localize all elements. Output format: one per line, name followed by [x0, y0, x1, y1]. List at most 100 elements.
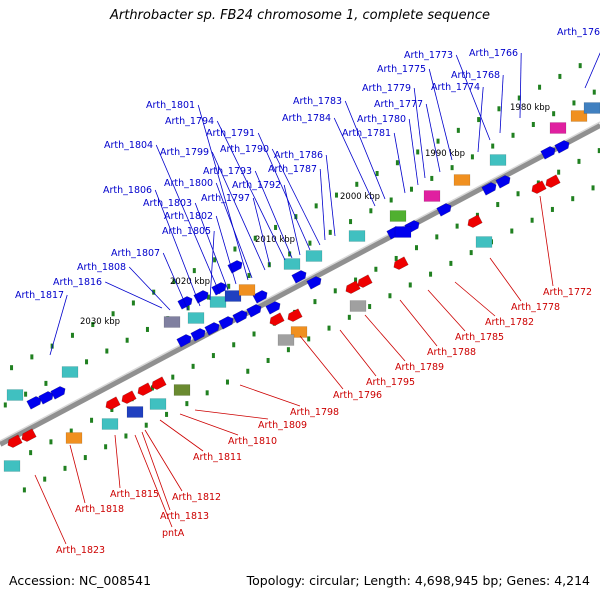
forward-gene-label: Arth_1781: [342, 128, 391, 139]
forward-gene-arrow: [554, 140, 570, 154]
reverse-gene-arrow: [287, 308, 303, 322]
forward-gene-label: Arth_1802: [164, 211, 213, 222]
reverse-gene-block: [173, 384, 191, 396]
reverse-gene-label: pntA: [162, 528, 185, 539]
reverse-label-leader: [134, 434, 173, 528]
reverse-gene-block: [149, 398, 167, 410]
reverse-gene-block: [290, 326, 308, 338]
forward-gene-block: [283, 258, 301, 270]
tick-mark: [347, 314, 351, 320]
tick-mark: [63, 465, 67, 471]
tick-mark: [314, 203, 318, 209]
reverse-gene-block: [101, 418, 119, 430]
forward-label-leader: [413, 87, 426, 179]
tick-mark: [3, 402, 7, 408]
forward-gene-label: Arth_1799: [160, 147, 209, 158]
forward-label-leader: [499, 74, 504, 134]
tick-mark: [388, 293, 392, 299]
forward-gene-label: Arth_1762: [557, 27, 600, 38]
tick-mark: [414, 245, 418, 251]
reverse-gene-label: Arth_1815: [110, 489, 159, 500]
forward-gene-block: [187, 312, 205, 324]
tick-mark: [171, 374, 175, 380]
tick-mark: [557, 169, 561, 175]
forward-gene-label: Arth_1804: [104, 140, 153, 151]
forward-gene-arrow: [540, 146, 556, 160]
reverse-gene-label: Arth_1789: [395, 362, 444, 373]
tick-mark: [470, 154, 474, 160]
forward-gene-label: Arth_1766: [469, 48, 518, 59]
reverse-gene-label: Arth_1795: [366, 377, 415, 388]
tick-mark: [307, 336, 311, 342]
forward-gene-arrow: [246, 304, 262, 318]
reverse-gene-block: [475, 236, 493, 248]
reverse-label-leader: [427, 289, 466, 332]
scale-tick-label: 1990 kbp: [425, 149, 465, 159]
reverse-gene-label: Arth_1772: [543, 287, 592, 298]
tick-mark: [455, 223, 459, 229]
forward-gene-block: [6, 389, 24, 401]
reverse-label-leader: [179, 413, 239, 436]
forward-gene-arrow: [227, 260, 243, 274]
forward-gene-label: Arth_1775: [377, 64, 426, 75]
tick-mark: [246, 368, 250, 374]
tick-mark: [550, 206, 554, 212]
tick-mark: [43, 476, 47, 482]
tick-mark: [558, 73, 562, 79]
tick-mark: [531, 121, 535, 127]
forward-gene-block: [453, 174, 471, 186]
forward-label-leader: [344, 100, 386, 200]
tick-mark: [328, 229, 332, 235]
tick-mark: [30, 354, 34, 360]
forward-gene-block: [570, 110, 588, 122]
tick-mark: [349, 219, 353, 225]
tick-mark: [232, 342, 236, 348]
tick-mark: [213, 257, 217, 263]
tick-mark: [592, 89, 596, 95]
tick-mark: [211, 353, 215, 359]
tick-mark: [91, 322, 95, 328]
tick-mark: [469, 250, 473, 256]
forward-label-leader: [162, 252, 189, 311]
forward-gene-arrow: [495, 175, 511, 189]
tick-mark: [85, 359, 89, 365]
reverse-label-leader: [399, 299, 438, 347]
reverse-gene-arrow: [137, 382, 153, 396]
tick-mark: [24, 391, 28, 397]
forward-gene-label: Arth_1768: [451, 70, 500, 81]
reverse-gene-block: [3, 460, 21, 472]
forward-label-leader: [283, 184, 301, 256]
tick-mark: [355, 181, 359, 187]
tick-mark: [70, 332, 74, 338]
reverse-gene-block: [65, 432, 83, 444]
forward-gene-arrow: [176, 334, 192, 348]
forward-gene-label: Arth_1801: [146, 100, 195, 111]
tick-mark: [111, 311, 115, 317]
genome-summary: Topology: circular; Length: 4,698,945 bp…: [246, 573, 590, 588]
tick-mark: [205, 390, 209, 396]
tick-mark: [409, 186, 413, 192]
reverse-gene-arrow: [393, 256, 409, 270]
forward-gene-block: [61, 366, 79, 378]
forward-gene-label: Arth_1797: [201, 193, 250, 204]
forward-label-leader: [215, 215, 237, 285]
forward-gene-block: [348, 230, 366, 242]
tick-mark: [274, 224, 278, 230]
forward-label-leader: [252, 197, 271, 267]
reverse-gene-arrow: [467, 214, 483, 228]
tick-mark: [477, 117, 481, 123]
reverse-label-leader: [299, 335, 344, 390]
reverse-label-leader: [454, 281, 496, 317]
forward-gene-label: Arth_1791: [206, 128, 255, 139]
tick-mark: [449, 260, 453, 266]
forward-gene-label: Arth_1803: [143, 198, 192, 209]
forward-gene-arrow: [50, 386, 66, 400]
forward-gene-arrow: [265, 301, 281, 315]
forward-gene-label: Arth_1793: [203, 166, 252, 177]
forward-gene-label: Arth_1783: [293, 96, 342, 107]
tick-mark: [83, 455, 87, 461]
reverse-gene-label: Arth_1809: [258, 420, 307, 431]
tick-mark: [131, 300, 135, 306]
tick-mark: [191, 363, 195, 369]
forward-gene-arrow: [204, 322, 220, 336]
